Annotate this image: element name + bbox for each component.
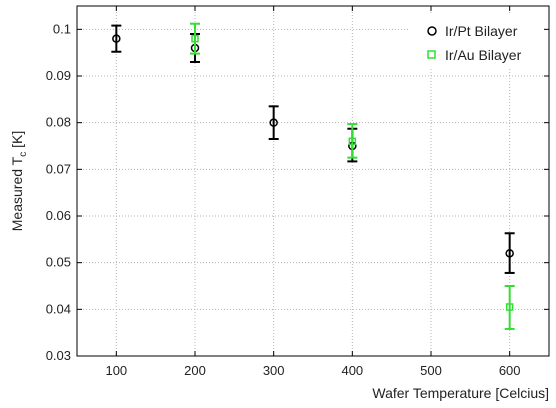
- y-tick-labels: 0.03 0.04 0.05 0.06 0.07 0.08 0.09 0.1: [46, 21, 71, 363]
- x-axis-label: Wafer Temperature [Celcius]: [372, 385, 549, 401]
- y-axis-label-unit: [K]: [9, 131, 25, 152]
- data-point: [505, 249, 514, 258]
- data-point: [348, 137, 357, 146]
- y-axis-label-main: Measured T: [9, 156, 25, 231]
- y-axis-label-subscript: c: [18, 152, 29, 157]
- y-tick-label: 0.07: [46, 161, 71, 176]
- data-point: [505, 303, 514, 311]
- plot-frame: [76, 5, 550, 357]
- legend-label-series-1: Ir/Pt Bilayer: [445, 23, 518, 39]
- legend-box: [410, 14, 544, 68]
- grid: [77, 6, 549, 357]
- axes: [76, 5, 550, 357]
- x-tick-label: 500: [420, 363, 442, 378]
- y-tick-label: 0.08: [46, 115, 71, 130]
- data-point: [269, 118, 278, 127]
- x-tick-label: 200: [184, 363, 206, 378]
- y-tick-label: 0.05: [46, 255, 71, 270]
- data-series: [111, 22, 515, 330]
- y-axis-label: Measured Tc [K]: [9, 131, 29, 231]
- data-point: [112, 34, 121, 43]
- y-tick-label: 0.06: [46, 208, 71, 223]
- series-2: [190, 22, 515, 330]
- y-tick-label: 0.09: [46, 68, 71, 83]
- legend-label-series-2: Ir/Au Bilayer: [445, 47, 522, 63]
- y-tick-label: 0.04: [46, 301, 71, 316]
- data-point: [191, 34, 199, 43]
- legend-marker-square: [427, 50, 436, 59]
- x-tick-label: 400: [341, 363, 363, 378]
- x-tick-label: 300: [263, 363, 285, 378]
- x-tick-label: 600: [499, 363, 521, 378]
- x-tick-label: 100: [105, 363, 127, 378]
- legend-marker-circle: [427, 26, 437, 36]
- y-tick-label: 0.03: [46, 348, 71, 363]
- legend: Ir/Pt Bilayer Ir/Au Bilayer: [410, 14, 544, 68]
- x-tick-labels: 100 200 300 400 500 600: [105, 363, 520, 378]
- y-tick-label: 0.1: [53, 21, 71, 36]
